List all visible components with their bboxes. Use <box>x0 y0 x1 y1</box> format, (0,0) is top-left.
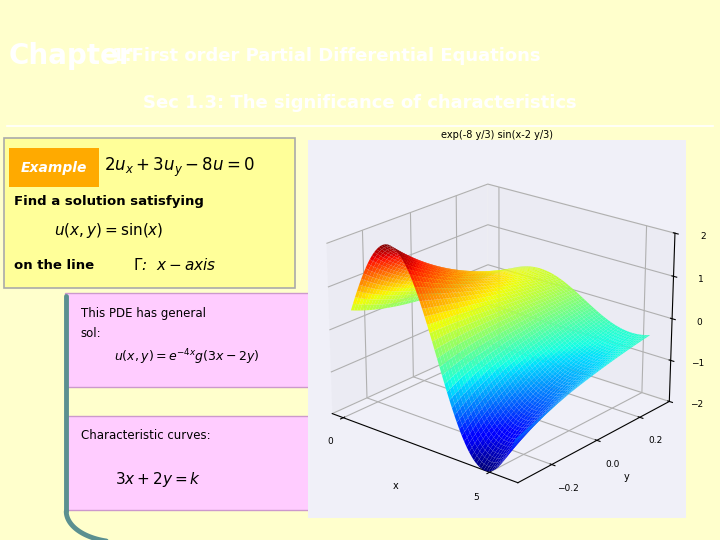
FancyBboxPatch shape <box>9 148 99 187</box>
Text: This PDE has general: This PDE has general <box>81 307 206 320</box>
Text: on the line: on the line <box>14 259 94 272</box>
Text: Find a solution satisfying: Find a solution satisfying <box>14 195 204 208</box>
Text: Sec 1.3: The significance of characteristics: Sec 1.3: The significance of characteris… <box>143 94 577 112</box>
FancyBboxPatch shape <box>4 138 295 288</box>
Text: $2u_x + 3u_y - 8u = 0$: $2u_x + 3u_y - 8u = 0$ <box>104 156 255 179</box>
FancyBboxPatch shape <box>65 293 332 387</box>
Title: exp(-8 y/3) sin(x-2 y/3): exp(-8 y/3) sin(x-2 y/3) <box>441 130 553 140</box>
Text: $\Gamma$:  $x - axis$: $\Gamma$: $x - axis$ <box>133 257 217 273</box>
X-axis label: x: x <box>393 481 399 491</box>
Text: $u(x, y) = \sin(x)$: $u(x, y) = \sin(x)$ <box>54 221 163 240</box>
Text: Characteristic curves:: Characteristic curves: <box>81 429 210 442</box>
Text: 1:First order Partial Differential Equations: 1:First order Partial Differential Equat… <box>112 47 540 65</box>
Text: $u(x, y) = e^{-4x}g(3x - 2y)$: $u(x, y) = e^{-4x}g(3x - 2y)$ <box>114 348 260 367</box>
Y-axis label: y: y <box>624 472 630 482</box>
Text: Example: Example <box>21 161 87 175</box>
Text: $3x + 2y = k$: $3x + 2y = k$ <box>115 470 202 489</box>
FancyBboxPatch shape <box>65 416 332 510</box>
Text: sol:: sol: <box>81 327 102 340</box>
Text: Chapter: Chapter <box>9 42 133 70</box>
